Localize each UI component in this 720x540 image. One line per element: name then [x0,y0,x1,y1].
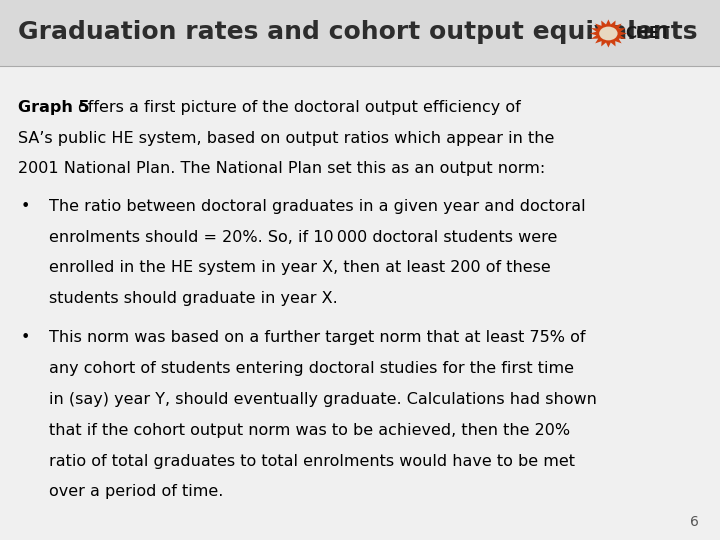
Text: that if the cohort output norm was to be achieved, then the 20%: that if the cohort output norm was to be… [49,423,570,438]
Text: CHET: CHET [625,26,670,41]
Text: enrolments should = 20%. So, if 10 000 doctoral students were: enrolments should = 20%. So, if 10 000 d… [49,230,557,245]
Text: enrolled in the HE system in year X, then at least 200 of these: enrolled in the HE system in year X, the… [49,260,551,275]
Text: offers a first picture of the doctoral output efficiency of: offers a first picture of the doctoral o… [78,100,521,115]
Text: Graduation rates and cohort output equivalents: Graduation rates and cohort output equiv… [18,21,698,44]
Text: •: • [20,330,30,346]
Circle shape [599,26,618,40]
Text: 2001 National Plan. The National Plan set this as an output norm:: 2001 National Plan. The National Plan se… [18,161,545,177]
Polygon shape [590,19,627,48]
Text: 6: 6 [690,515,698,529]
Text: in (say) year Y, should eventually graduate. Calculations had shown: in (say) year Y, should eventually gradu… [49,392,597,407]
Text: any cohort of students entering doctoral studies for the first time: any cohort of students entering doctoral… [49,361,574,376]
Text: Graph 5: Graph 5 [18,100,89,115]
Text: The ratio between doctoral graduates in a given year and doctoral: The ratio between doctoral graduates in … [49,199,585,214]
Text: ratio of total graduates to total enrolments would have to be met: ratio of total graduates to total enrolm… [49,454,575,469]
FancyBboxPatch shape [0,0,720,66]
Text: SA’s public HE system, based on output ratios which appear in the: SA’s public HE system, based on output r… [18,131,554,146]
Text: students should graduate in year X.: students should graduate in year X. [49,291,338,306]
Text: This norm was based on a further target norm that at least 75% of: This norm was based on a further target … [49,330,585,346]
Text: •: • [20,199,30,214]
Text: over a period of time.: over a period of time. [49,484,223,500]
